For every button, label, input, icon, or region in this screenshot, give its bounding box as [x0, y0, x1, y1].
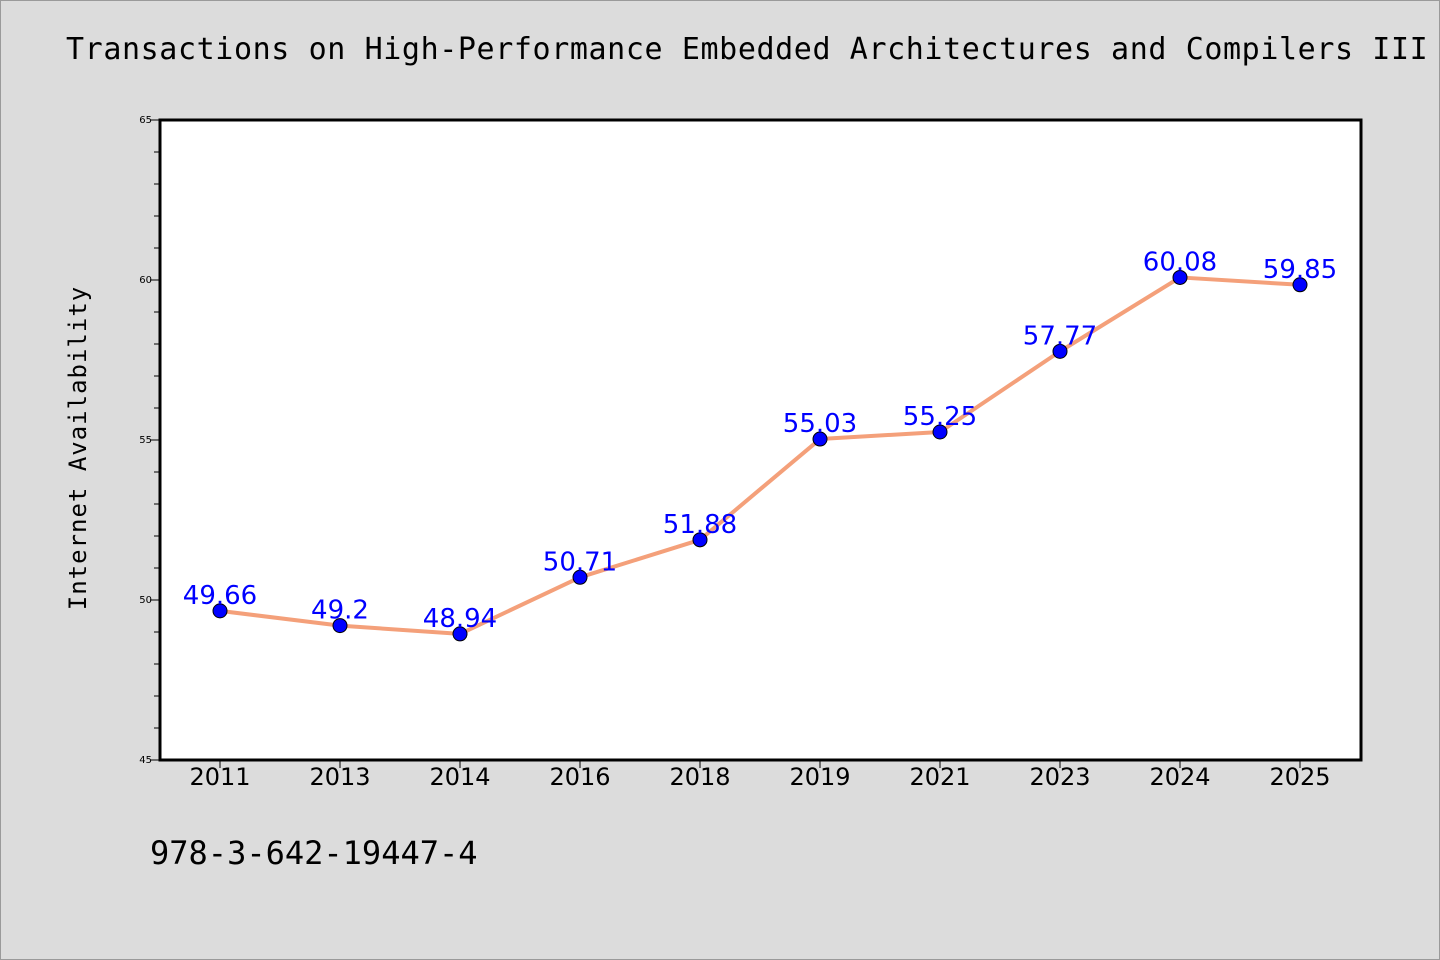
y-tick-label: 55 — [139, 435, 152, 446]
data-point — [812, 431, 828, 447]
x-tick-label: 2025 — [1269, 763, 1330, 791]
data-label: 50.71 — [543, 547, 617, 577]
plot-area — [158, 118, 1363, 762]
x-tick-label: 2013 — [309, 763, 370, 791]
data-label: 60.08 — [1143, 247, 1217, 277]
x-tick-label: 2024 — [1149, 763, 1210, 791]
y-tick-label: 60 — [139, 275, 152, 286]
x-tick-label: 2019 — [789, 763, 850, 791]
data-label: 57.77 — [1023, 321, 1097, 351]
data-point — [332, 618, 348, 634]
data-label: 55.25 — [903, 402, 977, 432]
data-label: 49.2 — [311, 596, 369, 626]
data-point — [452, 626, 468, 642]
x-axis: 2011 2013 2014 2016 2018 2019 2021 2023 2024 2025 — [189, 760, 1331, 791]
x-tick-label: 2021 — [909, 763, 970, 791]
data-label: 48.94 — [423, 604, 497, 634]
y-axis-label: Internet Availability — [64, 286, 92, 610]
y-tick-label: 45 — [139, 755, 152, 766]
series-line — [218, 275, 1302, 636]
data-point — [572, 569, 588, 585]
y-tick-label: 65 — [139, 115, 152, 126]
data-label: 55.03 — [783, 409, 857, 439]
x-tick-label: 2014 — [429, 763, 490, 791]
data-point — [932, 424, 948, 440]
data-point — [1292, 277, 1308, 293]
x-tick-label: 2023 — [1029, 763, 1090, 791]
x-tick-label: 2018 — [669, 763, 730, 791]
series-group: 49.66 49.2 48.94 50.71 51.88 55.03 55.25 57.77 6… — [183, 247, 1337, 642]
data-point — [1052, 343, 1068, 359]
data-point — [212, 603, 228, 619]
y-tick-label: 50 — [139, 595, 152, 606]
x-tick-label: 2011 — [189, 763, 250, 791]
x-tick-label: 2016 — [549, 763, 610, 791]
isbn-text: 978-3-642-19447-4 — [150, 834, 478, 872]
y-axis: 45 50 55 60 65 — [139, 115, 160, 766]
data-label: 49.66 — [183, 581, 257, 611]
data-point — [692, 532, 708, 548]
data-label: 51.88 — [663, 510, 737, 540]
data-point — [1172, 269, 1188, 285]
data-label: 59.85 — [1263, 255, 1337, 285]
chart-title: Transactions on High-Performance Embedde… — [66, 32, 1429, 67]
